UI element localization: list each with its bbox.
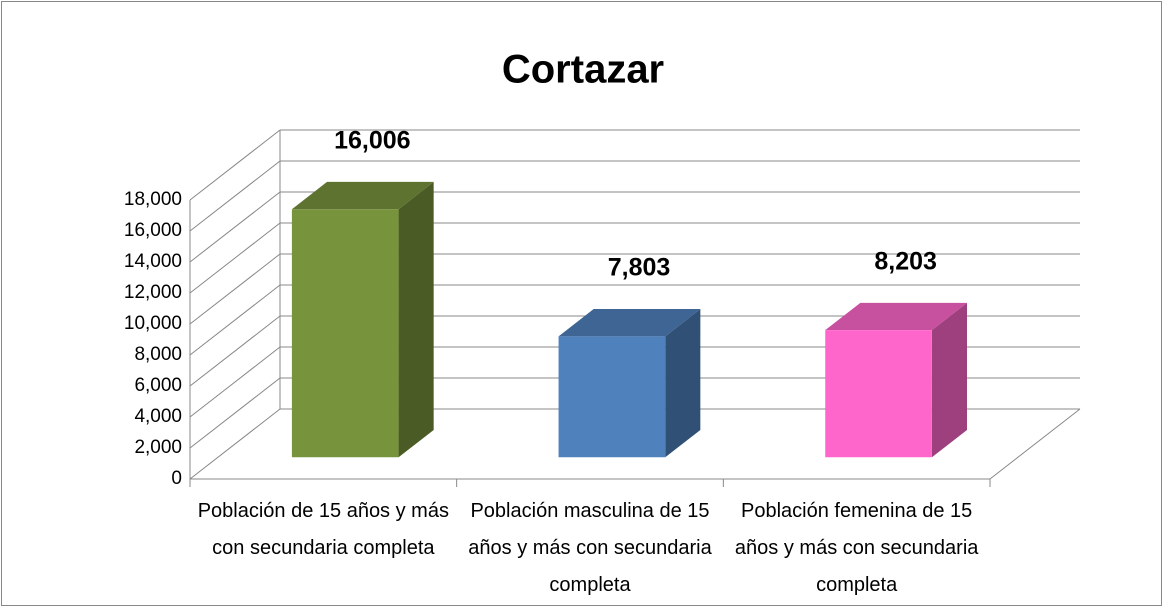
bar-side <box>665 309 701 458</box>
y-tick-label: 6,000 <box>134 375 182 396</box>
x-tick-label: Población femenina de 15 años y más con … <box>734 500 979 596</box>
chart-title: Cortazar <box>502 48 664 92</box>
grid-line <box>189 191 281 263</box>
x-tick-label: Población de 15 años y más con secundari… <box>197 500 449 559</box>
grid-line <box>189 284 281 356</box>
y-tick-label: 4,000 <box>134 406 182 427</box>
grid-line <box>189 408 281 480</box>
bar-side <box>931 302 967 458</box>
grid-line <box>189 129 281 201</box>
bar <box>291 209 399 458</box>
bar <box>825 330 932 458</box>
y-tick-label: 14,000 <box>124 251 182 272</box>
y-tick-label: 2,000 <box>134 437 182 458</box>
y-tick-label: 0 <box>171 468 182 489</box>
grid-line <box>189 346 281 418</box>
x-tick-label: Población masculina de 15 años y más con… <box>468 500 712 596</box>
value-label: 16,006 <box>334 127 410 155</box>
bar <box>558 336 666 458</box>
bar-top <box>558 309 701 337</box>
grid-line <box>189 377 281 449</box>
bar-top <box>291 181 434 210</box>
floor-edge <box>989 408 1081 480</box>
y-tick-label: 8,000 <box>134 344 182 365</box>
value-label: 8,203 <box>874 247 937 275</box>
grid-line <box>189 160 281 232</box>
grid-line <box>189 315 281 387</box>
y-tick-label: 10,000 <box>124 313 182 334</box>
grid-line <box>189 222 281 294</box>
y-tick-label: 16,000 <box>124 220 182 241</box>
value-label: 7,803 <box>608 254 671 282</box>
bar-side <box>398 181 434 458</box>
bar-top <box>825 302 967 331</box>
grid-line <box>189 253 281 325</box>
y-tick-label: 12,000 <box>124 282 182 303</box>
y-tick-label: 18,000 <box>124 189 182 210</box>
